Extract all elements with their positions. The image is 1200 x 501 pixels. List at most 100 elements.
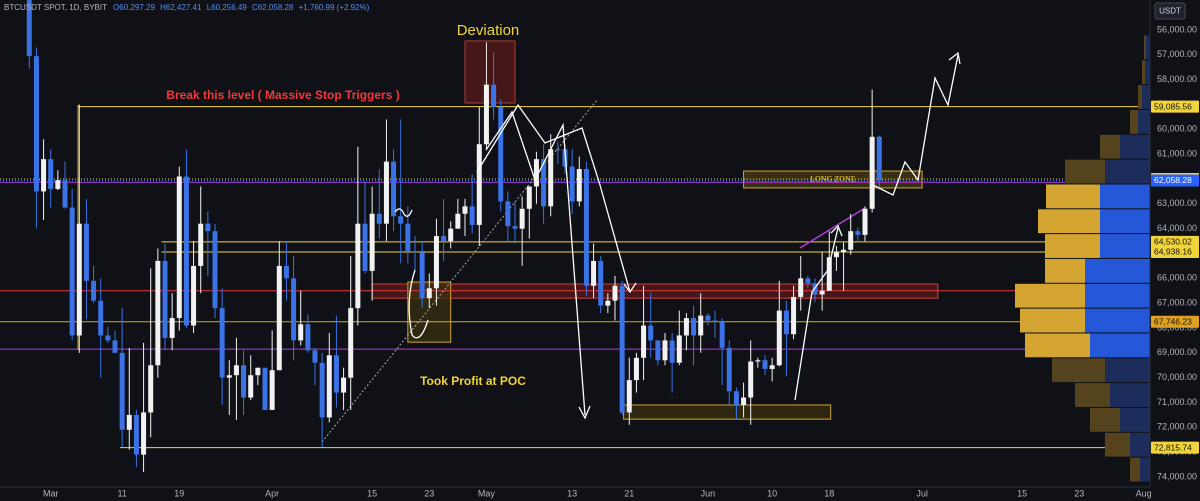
candle-body [791, 296, 797, 335]
symbol: BTCUSDT SPOT, 1D, BYBIT [4, 3, 107, 12]
candle-body [398, 216, 404, 224]
profile-up [1100, 184, 1150, 209]
candle-body [698, 315, 704, 336]
candle-body [541, 159, 547, 207]
candle-body [805, 278, 811, 284]
candle-body [412, 251, 418, 253]
profile-down [1045, 234, 1100, 258]
candle-body [91, 280, 97, 301]
profile-up [1110, 383, 1150, 407]
y-tick-label: 58,000.00 [1157, 74, 1197, 84]
y-tick-label: 60,000.00 [1157, 124, 1197, 134]
profile-down [1052, 358, 1105, 383]
profile-up [1100, 234, 1150, 258]
price-labels: 59,085.5662,002.1462,058.2864,530.0264,9… [1151, 100, 1199, 454]
candle-body [441, 236, 447, 242]
candle-body [876, 136, 882, 181]
candle-body [726, 347, 732, 392]
candle-body [841, 249, 847, 253]
candle-body [569, 166, 575, 202]
candle-body [376, 213, 382, 224]
x-tick-label: 11 [117, 488, 126, 498]
x-tick-label: Apr [265, 488, 279, 498]
y-tick-label: 57,000.00 [1157, 49, 1197, 59]
candle-body [248, 375, 254, 398]
candle-body [183, 176, 189, 326]
y-tick-label: 56,000.00 [1157, 24, 1197, 34]
profile-down [1144, 35, 1146, 60]
candle-body [76, 223, 82, 336]
candle-body [633, 357, 639, 381]
candle-body [598, 260, 604, 306]
candle-body [48, 159, 54, 189]
projection-path [794, 227, 839, 401]
candle-body [783, 310, 789, 335]
candle-body [62, 180, 68, 208]
candle-body [862, 208, 868, 235]
zone [623, 404, 832, 420]
candle-body [298, 324, 304, 341]
candle-body [733, 391, 739, 405]
y-tick-label: 70,000.00 [1157, 372, 1197, 382]
candle-body [683, 318, 689, 336]
candle-body [533, 159, 539, 187]
volume-profile [1015, 35, 1150, 482]
price-label: 62,058.28 [1154, 175, 1192, 185]
candle-body [619, 285, 625, 413]
y-tick-label: 63,000.00 [1157, 198, 1197, 208]
candle-body [833, 252, 839, 258]
candle-body [498, 106, 504, 202]
candle-body [105, 335, 111, 341]
candle-body [141, 412, 147, 455]
candle-body [176, 176, 182, 319]
candle-body [219, 308, 225, 378]
candle-body [741, 397, 747, 405]
candle-body [212, 231, 218, 309]
ohlc-low: L60,256.49 [207, 3, 248, 12]
price-label-box [1151, 315, 1199, 328]
candle-body [519, 208, 525, 229]
candle-body [355, 223, 361, 309]
candle-body [255, 367, 261, 376]
profile-up [1142, 85, 1150, 109]
plot-area: Deviation Break this level ( Massive Sto… [0, 0, 1150, 482]
y-tick-label: 67,000.00 [1157, 298, 1197, 308]
candle-body [276, 265, 282, 371]
candle-body [505, 201, 511, 227]
candle-body [33, 56, 39, 192]
price-label-box [1151, 441, 1199, 454]
price-label: 64,938.16 [1154, 247, 1192, 257]
candle-body [576, 169, 582, 202]
candle-body [226, 375, 232, 378]
annotations: Deviation Break this level ( Massive Sto… [166, 22, 855, 388]
trend-line [799, 207, 866, 249]
profile-down [1045, 258, 1085, 283]
candle-body [426, 288, 432, 299]
y-tick-label: 71,000.00 [1157, 397, 1197, 407]
candle-body [26, 0, 32, 57]
annotation: Deviation [457, 22, 520, 39]
projections [394, 51, 961, 420]
y-tick-label: 69,000.00 [1157, 347, 1197, 357]
arrow-head [830, 224, 843, 237]
candle-body [305, 324, 311, 351]
candle-body [383, 161, 389, 224]
candle-body [755, 360, 761, 362]
annotation: Break this level ( Massive Stop Triggers… [166, 88, 399, 102]
x-tick-label: May [478, 488, 496, 498]
currency-label: USDT [1159, 7, 1181, 16]
x-tick-label: 15 [1017, 488, 1027, 498]
y-tick-label: 61,000.00 [1157, 149, 1197, 159]
ohlc-change: +1,760.99 (+2.92%) [299, 3, 370, 12]
profile-up [1085, 258, 1150, 283]
candle-body [776, 310, 782, 366]
price-label: 72,815.74 [1154, 442, 1192, 452]
profile-down [1142, 60, 1145, 85]
profile-down [1130, 457, 1140, 482]
currency-button[interactable] [1154, 2, 1186, 20]
candle-body [198, 223, 204, 266]
y-tick-label: 74,000.00 [1157, 471, 1197, 481]
arrow-head [948, 51, 961, 65]
profile-down [1138, 85, 1142, 109]
candle-body [241, 365, 247, 398]
